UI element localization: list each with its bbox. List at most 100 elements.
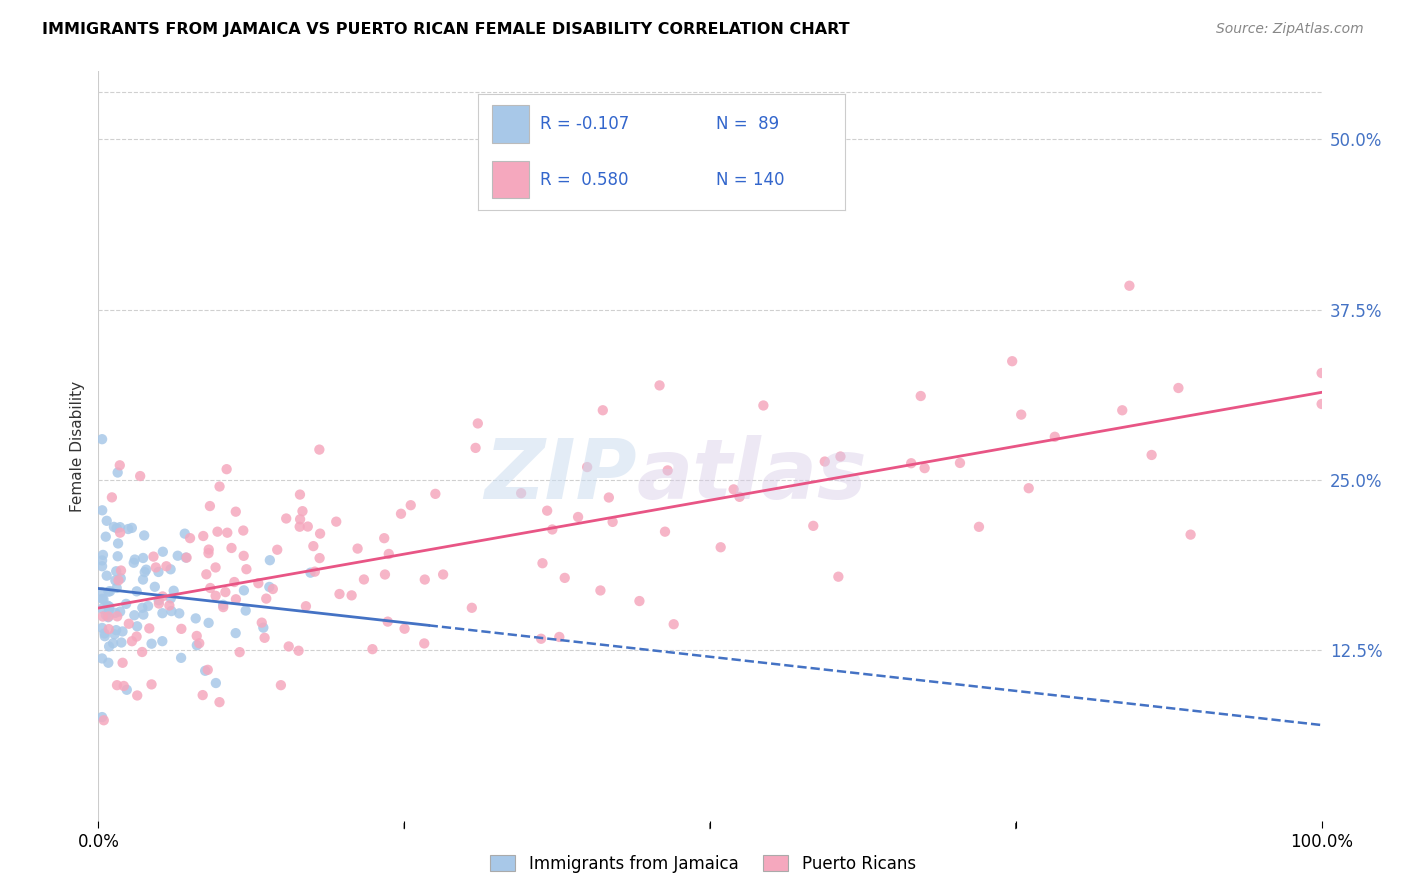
Point: [541, 523, 564, 537]
Point: [232, 583, 254, 598]
Point: [159, 562, 181, 576]
Point: [163, 583, 186, 598]
Point: [200, 581, 222, 595]
Point: [170, 650, 193, 665]
Point: [662, 617, 685, 632]
Point: [232, 549, 254, 563]
Point: [103, 627, 125, 641]
Point: [105, 564, 128, 578]
Point: [105, 678, 128, 692]
Point: [97, 584, 120, 599]
Point: [186, 638, 208, 652]
Point: [125, 584, 148, 599]
Text: ZIP: ZIP: [484, 435, 637, 516]
Point: [97, 609, 120, 624]
Point: [93, 713, 115, 727]
Point: [197, 542, 219, 557]
Point: [152, 545, 174, 559]
Point: [1310, 397, 1333, 411]
Point: [98, 602, 121, 616]
Point: [208, 695, 231, 709]
Point: [413, 573, 436, 587]
Point: [152, 590, 174, 604]
Point: [253, 631, 276, 645]
Point: [93, 592, 115, 607]
Point: [224, 574, 246, 589]
Point: [176, 550, 198, 565]
Point: [728, 490, 751, 504]
Point: [125, 630, 148, 644]
Point: [193, 529, 215, 543]
Point: [814, 454, 837, 468]
Point: [297, 519, 319, 533]
Point: [104, 606, 127, 620]
Point: [105, 609, 128, 624]
Point: [215, 462, 238, 476]
Point: [110, 571, 132, 585]
Point: [91, 621, 114, 635]
Point: [530, 632, 553, 646]
Point: [127, 619, 149, 633]
Point: [131, 645, 153, 659]
Point: [134, 528, 156, 542]
Point: [134, 565, 156, 579]
Point: [96, 568, 118, 582]
Point: [628, 594, 651, 608]
Point: [98, 599, 121, 614]
Point: [97, 610, 120, 624]
Text: Source: ZipAtlas.com: Source: ZipAtlas.com: [1216, 22, 1364, 37]
Point: [1001, 354, 1024, 368]
Point: [288, 487, 311, 501]
Point: [288, 519, 311, 533]
Point: [111, 624, 134, 639]
Point: [325, 515, 347, 529]
Point: [94, 629, 117, 643]
Point: [136, 599, 159, 613]
Point: [967, 520, 990, 534]
Point: [105, 581, 128, 595]
Point: [97, 622, 120, 636]
Point: [115, 597, 138, 611]
Point: [112, 679, 135, 693]
Point: [801, 519, 824, 533]
Point: [346, 541, 368, 556]
Point: [425, 487, 447, 501]
Point: [179, 531, 201, 545]
Point: [1118, 278, 1140, 293]
Point: [228, 645, 250, 659]
Point: [107, 574, 129, 588]
Point: [195, 567, 218, 582]
Point: [108, 605, 131, 619]
Point: [576, 460, 599, 475]
Text: atlas: atlas: [637, 435, 868, 516]
Point: [602, 515, 624, 529]
Point: [91, 651, 114, 665]
Point: [110, 635, 132, 649]
Point: [169, 607, 191, 621]
Point: [308, 551, 330, 566]
Point: [91, 591, 114, 606]
Point: [91, 548, 114, 562]
Point: [141, 637, 163, 651]
Point: [184, 611, 207, 625]
Point: [94, 607, 117, 622]
Point: [207, 524, 229, 539]
Point: [394, 622, 416, 636]
Point: [110, 564, 132, 578]
Point: [105, 623, 128, 637]
Point: [197, 546, 219, 560]
Point: [214, 585, 236, 599]
Point: [91, 559, 114, 574]
Point: [124, 608, 146, 623]
Point: [91, 601, 114, 615]
Point: [262, 582, 284, 596]
Point: [131, 600, 153, 615]
Point: [308, 442, 330, 457]
Point: [353, 573, 375, 587]
Point: [160, 604, 183, 618]
Point: [225, 505, 247, 519]
Point: [252, 621, 274, 635]
Point: [94, 530, 117, 544]
Point: [197, 615, 219, 630]
Point: [1310, 366, 1333, 380]
